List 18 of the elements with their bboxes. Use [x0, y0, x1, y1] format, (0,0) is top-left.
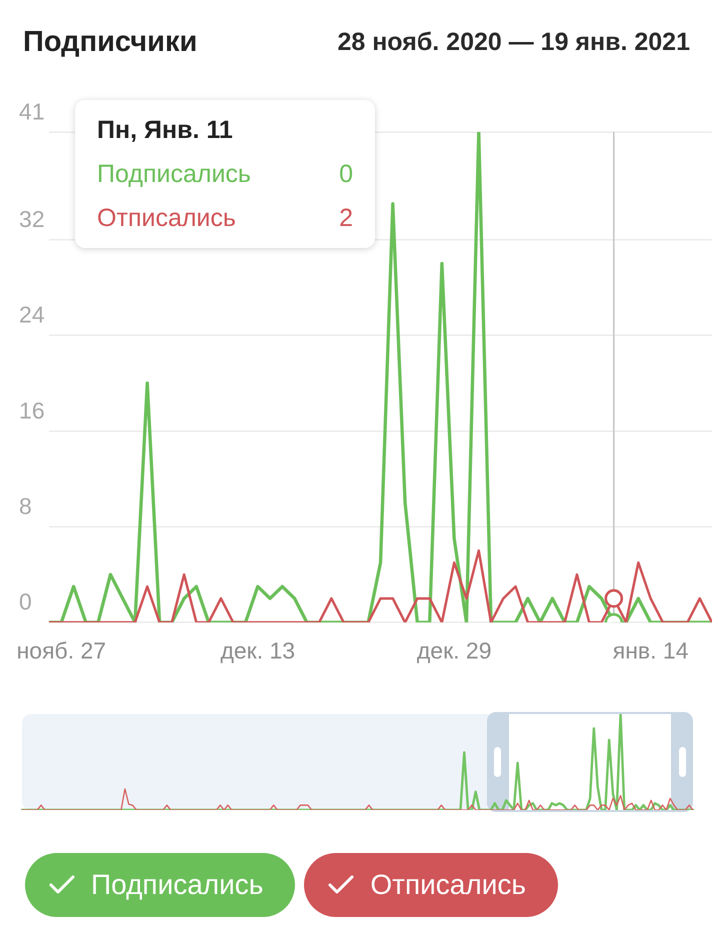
text: Подписались	[91, 869, 264, 900]
text: Отписались	[370, 869, 526, 901]
y-tick-label: 0	[19, 588, 32, 615]
annotation: 0	[339, 160, 354, 188]
y-tick-label: 16	[19, 397, 45, 424]
y-tick-label: 24	[19, 302, 45, 328]
y-tick-label: 32	[19, 206, 45, 232]
chart-subtitle: 28 нояб. 2020 — 19 янв. 2021	[337, 27, 690, 57]
annotation: 2	[339, 204, 354, 232]
tooltip-card: Пн, Янв. 11 Подписались 0 Отписались 2	[75, 100, 376, 248]
annotation: Пн, Янв. 11	[97, 115, 234, 146]
x-tick-label: янв. 14	[612, 638, 689, 664]
x-tick-label: нояб. 27	[16, 638, 106, 664]
x-tick-label: дек. 13	[220, 638, 296, 664]
y-tick-label: 41	[19, 98, 45, 124]
chart-title: Подписчики	[23, 25, 198, 59]
y-tick-label: 8	[19, 493, 32, 520]
x-tick-label: дек. 29	[416, 638, 492, 664]
